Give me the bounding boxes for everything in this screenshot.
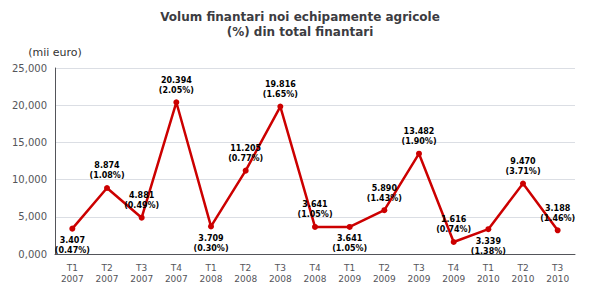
svg-text:13.482: 13.482 [404, 127, 435, 136]
svg-text:T2: T2 [100, 263, 112, 273]
svg-text:T4: T4 [170, 263, 182, 273]
svg-text:2009: 2009 [373, 274, 396, 284]
svg-text:T1: T1 [482, 263, 494, 273]
svg-text:2008: 2008 [200, 274, 223, 284]
svg-text:2007: 2007 [96, 274, 119, 284]
svg-text:4.881: 4.881 [129, 191, 155, 200]
svg-text:T2: T2 [516, 263, 528, 273]
svg-text:T2: T2 [239, 263, 251, 273]
svg-text:2009: 2009 [338, 274, 361, 284]
svg-text:(0.74%): (0.74%) [436, 225, 471, 234]
svg-text:2008: 2008 [234, 274, 257, 284]
svg-text:T3: T3 [412, 263, 424, 273]
svg-text:2007: 2007 [61, 274, 84, 284]
svg-text:(0.49%): (0.49%) [124, 201, 159, 210]
svg-text:(1.46%): (1.46%) [540, 214, 575, 223]
svg-text:3.641: 3.641 [302, 200, 328, 209]
svg-text:(0.77%): (0.77%) [228, 154, 263, 163]
svg-text:2010: 2010 [546, 274, 569, 284]
svg-text:19.816: 19.816 [265, 80, 296, 89]
svg-text:(1.05%): (1.05%) [297, 210, 332, 219]
svg-text:(%) din total finantari: (%) din total finantari [227, 25, 374, 39]
svg-text:2007: 2007 [130, 274, 153, 284]
svg-text:20.394: 20.394 [161, 76, 192, 85]
svg-text:T1: T1 [204, 263, 216, 273]
svg-text:T4: T4 [308, 263, 320, 273]
svg-text:0,000: 0,000 [18, 249, 47, 260]
svg-text:(1.38%): (1.38%) [471, 247, 506, 256]
svg-text:9.470: 9.470 [510, 157, 536, 166]
svg-text:T3: T3 [551, 263, 563, 273]
svg-text:2010: 2010 [512, 274, 535, 284]
svg-text:(1.08%): (1.08%) [89, 171, 124, 180]
svg-text:8.874: 8.874 [94, 161, 120, 170]
svg-text:T4: T4 [447, 263, 459, 273]
svg-text:2008: 2008 [304, 274, 327, 284]
svg-text:T3: T3 [274, 263, 286, 273]
svg-text:2010: 2010 [477, 274, 500, 284]
svg-text:15,000: 15,000 [12, 137, 47, 148]
svg-text:(0.30%): (0.30%) [193, 244, 228, 253]
svg-text:(0.47%): (0.47%) [55, 246, 90, 255]
svg-text:(2.05%): (2.05%) [159, 86, 194, 95]
svg-text:25,000: 25,000 [12, 63, 47, 74]
svg-text:20,000: 20,000 [12, 100, 47, 111]
svg-text:T3: T3 [135, 263, 147, 273]
svg-text:3.188: 3.188 [545, 204, 571, 213]
svg-text:Volum finantari noi echipament: Volum finantari noi echipamente agricole [160, 10, 440, 24]
svg-text:(mii euro): (mii euro) [28, 46, 82, 59]
svg-text:3.709: 3.709 [198, 234, 224, 243]
svg-text:T1: T1 [343, 263, 355, 273]
svg-text:(1.05%): (1.05%) [332, 244, 367, 253]
svg-text:5.890: 5.890 [372, 184, 398, 193]
svg-text:(1.90%): (1.90%) [401, 137, 436, 146]
svg-text:3.641: 3.641 [337, 234, 363, 243]
svg-text:5,000: 5,000 [18, 211, 47, 222]
svg-text:T2: T2 [378, 263, 390, 273]
svg-text:T1: T1 [66, 263, 78, 273]
svg-text:3.339: 3.339 [476, 237, 502, 246]
svg-text:1.616: 1.616 [441, 215, 467, 224]
svg-text:2009: 2009 [442, 274, 465, 284]
svg-text:2007: 2007 [165, 274, 188, 284]
svg-text:3.407: 3.407 [60, 236, 85, 245]
svg-text:(3.71%): (3.71%) [505, 167, 540, 176]
svg-text:2008: 2008 [269, 274, 292, 284]
svg-text:(1.43%): (1.43%) [367, 194, 402, 203]
svg-text:2009: 2009 [408, 274, 431, 284]
svg-text:(1.65%): (1.65%) [263, 90, 298, 99]
svg-text:10,000: 10,000 [12, 174, 47, 185]
svg-text:11.205: 11.205 [230, 144, 261, 153]
